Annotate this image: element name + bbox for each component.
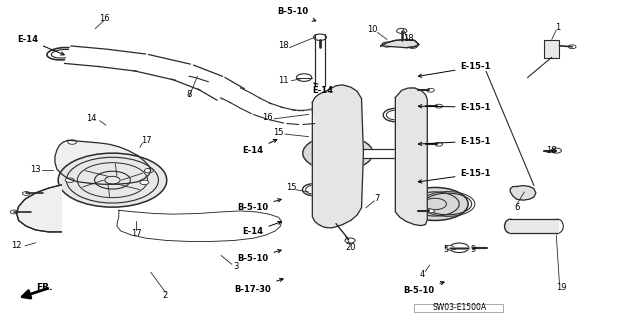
- Circle shape: [435, 142, 443, 146]
- Text: 17: 17: [131, 229, 141, 238]
- Text: B-5-10: B-5-10: [237, 249, 281, 263]
- Text: 20: 20: [346, 243, 356, 252]
- Polygon shape: [253, 103, 284, 119]
- Text: 18: 18: [403, 34, 413, 43]
- Circle shape: [551, 148, 561, 153]
- Text: E-15-1: E-15-1: [419, 169, 491, 183]
- Text: E-14: E-14: [243, 221, 281, 236]
- Circle shape: [140, 180, 149, 185]
- Ellipse shape: [303, 184, 324, 196]
- Polygon shape: [65, 46, 106, 67]
- Text: B-5-10: B-5-10: [403, 281, 444, 295]
- Text: 15: 15: [286, 183, 296, 192]
- Polygon shape: [134, 55, 190, 80]
- Text: 15: 15: [273, 128, 284, 137]
- Polygon shape: [198, 78, 244, 100]
- Polygon shape: [396, 88, 428, 226]
- Ellipse shape: [47, 48, 79, 60]
- Text: 13: 13: [31, 165, 41, 174]
- Ellipse shape: [383, 108, 408, 122]
- Text: 19: 19: [556, 283, 566, 292]
- Polygon shape: [510, 186, 536, 200]
- Text: 16: 16: [262, 113, 273, 122]
- Text: E-14: E-14: [313, 83, 333, 95]
- Polygon shape: [510, 219, 557, 233]
- Text: 3: 3: [233, 262, 238, 271]
- Text: B-5-10: B-5-10: [237, 199, 281, 212]
- Polygon shape: [55, 140, 151, 184]
- Text: E-15-1: E-15-1: [419, 103, 491, 112]
- Text: 18: 18: [546, 146, 557, 155]
- Circle shape: [445, 246, 454, 250]
- Polygon shape: [287, 110, 303, 124]
- Text: 1: 1: [555, 23, 560, 32]
- Polygon shape: [221, 88, 250, 102]
- Circle shape: [314, 34, 326, 41]
- Circle shape: [296, 74, 312, 81]
- Text: FR.: FR.: [36, 283, 52, 292]
- Circle shape: [402, 188, 468, 220]
- Ellipse shape: [303, 109, 324, 121]
- Text: 16: 16: [99, 14, 109, 23]
- Text: 10: 10: [367, 26, 378, 34]
- FancyBboxPatch shape: [414, 304, 503, 312]
- Polygon shape: [315, 34, 325, 86]
- Polygon shape: [312, 85, 364, 228]
- Circle shape: [427, 209, 435, 213]
- Circle shape: [427, 88, 435, 92]
- Text: SW03-E1500A: SW03-E1500A: [432, 303, 486, 312]
- Circle shape: [10, 210, 18, 214]
- Polygon shape: [381, 40, 419, 48]
- Circle shape: [568, 45, 576, 49]
- Circle shape: [145, 168, 154, 173]
- Circle shape: [68, 140, 77, 144]
- Circle shape: [435, 104, 443, 108]
- Text: E-14: E-14: [243, 139, 277, 155]
- Circle shape: [408, 43, 418, 48]
- Text: E-15-1: E-15-1: [419, 137, 491, 145]
- Text: 9: 9: [470, 245, 476, 254]
- Ellipse shape: [504, 219, 516, 233]
- Circle shape: [450, 243, 468, 253]
- Polygon shape: [17, 185, 61, 232]
- Text: B-17-30: B-17-30: [235, 278, 283, 293]
- Polygon shape: [240, 98, 271, 114]
- Text: 17: 17: [141, 136, 152, 145]
- Text: E-14: E-14: [17, 35, 64, 55]
- FancyBboxPatch shape: [544, 41, 559, 57]
- Text: B-5-10: B-5-10: [278, 7, 316, 21]
- Circle shape: [416, 142, 426, 147]
- Circle shape: [65, 178, 74, 182]
- Circle shape: [408, 88, 418, 93]
- Polygon shape: [364, 149, 396, 158]
- Text: 8: 8: [186, 90, 192, 99]
- Text: 5: 5: [444, 245, 449, 254]
- Circle shape: [382, 42, 392, 47]
- Text: E-15-1: E-15-1: [419, 62, 491, 78]
- Polygon shape: [269, 107, 295, 123]
- Circle shape: [22, 192, 30, 196]
- Text: 7: 7: [375, 194, 380, 203]
- Ellipse shape: [213, 89, 241, 100]
- Circle shape: [416, 104, 426, 109]
- Text: 14: 14: [86, 114, 97, 123]
- Polygon shape: [172, 65, 223, 90]
- Circle shape: [58, 153, 167, 207]
- Text: 6: 6: [514, 203, 520, 212]
- Circle shape: [397, 28, 407, 33]
- Circle shape: [303, 136, 373, 171]
- Text: 2: 2: [163, 291, 168, 300]
- Circle shape: [408, 208, 418, 213]
- Text: 11: 11: [278, 76, 288, 85]
- Text: 18: 18: [278, 41, 288, 50]
- Polygon shape: [99, 49, 145, 71]
- Text: 12: 12: [12, 241, 22, 250]
- Circle shape: [345, 238, 355, 243]
- Polygon shape: [298, 110, 315, 124]
- Polygon shape: [230, 93, 260, 108]
- Text: 4: 4: [420, 270, 425, 279]
